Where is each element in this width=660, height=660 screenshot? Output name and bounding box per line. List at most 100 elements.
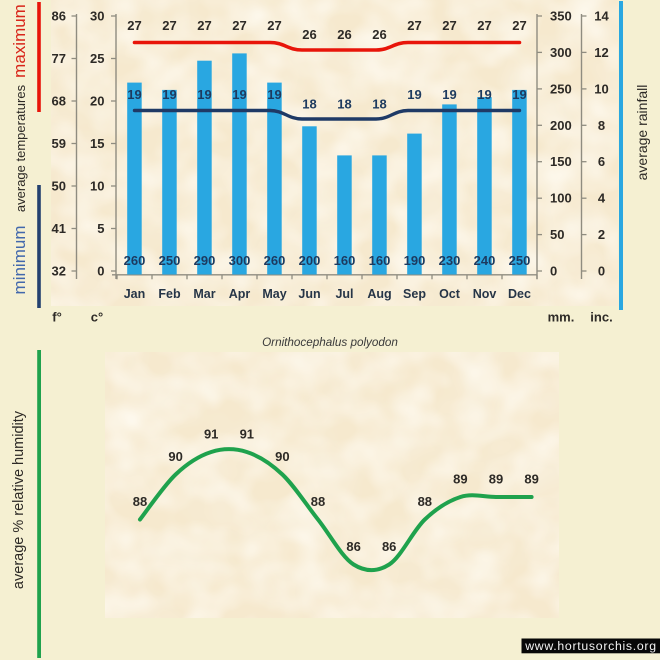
svg-text:4: 4 [598,191,606,206]
svg-text:15: 15 [90,136,104,151]
svg-text:mm.: mm. [548,310,575,325]
svg-text:average rainfall: average rainfall [634,85,650,181]
svg-text:19: 19 [127,87,141,102]
svg-text:19: 19 [232,87,246,102]
svg-text:Apr: Apr [229,287,251,301]
svg-text:www.hortusorchis.org: www.hortusorchis.org [524,639,657,653]
svg-text:26: 26 [302,27,316,42]
svg-text:91: 91 [204,427,218,442]
svg-text:150: 150 [550,154,572,169]
svg-text:0: 0 [97,264,104,279]
svg-text:18: 18 [302,97,316,112]
svg-text:19: 19 [267,87,281,102]
svg-text:19: 19 [162,87,176,102]
svg-text:88: 88 [311,494,325,509]
svg-text:260: 260 [264,253,286,268]
svg-text:0: 0 [550,264,557,279]
svg-text:89: 89 [453,472,467,487]
svg-text:68: 68 [52,94,66,109]
svg-text:89: 89 [489,472,503,487]
svg-text:18: 18 [372,97,386,112]
svg-text:250: 250 [550,81,572,96]
svg-text:5: 5 [97,221,104,236]
svg-text:minimum: minimum [10,226,29,295]
svg-text:6: 6 [598,154,605,169]
svg-text:20: 20 [90,94,104,109]
svg-text:10: 10 [90,179,104,194]
svg-text:91: 91 [240,427,254,442]
svg-text:Jul: Jul [335,287,353,301]
svg-text:Jan: Jan [124,287,146,301]
svg-text:160: 160 [334,253,356,268]
svg-text:12: 12 [594,45,608,60]
svg-text:average % relative humidity: average % relative humidity [11,410,27,589]
svg-text:190: 190 [404,253,426,268]
svg-text:Oct: Oct [439,287,461,301]
svg-text:250: 250 [509,253,531,268]
svg-text:Feb: Feb [158,287,181,301]
svg-text:300: 300 [550,45,572,60]
svg-text:Nov: Nov [473,287,497,301]
svg-text:Dec: Dec [508,287,531,301]
svg-text:200: 200 [550,118,572,133]
svg-text:27: 27 [477,18,491,33]
svg-text:Jun: Jun [298,287,320,301]
svg-text:inc.: inc. [590,310,612,325]
svg-text:27: 27 [197,18,211,33]
svg-text:maximum: maximum [10,4,29,78]
svg-text:14: 14 [594,9,609,24]
svg-text:2: 2 [598,227,605,242]
svg-text:Aug: Aug [367,287,391,301]
svg-text:8: 8 [598,118,605,133]
svg-text:19: 19 [477,87,491,102]
svg-text:27: 27 [512,18,526,33]
svg-text:300: 300 [229,253,251,268]
svg-text:230: 230 [439,253,461,268]
svg-text:25: 25 [90,51,104,66]
svg-text:Sep: Sep [403,287,426,301]
svg-text:c°: c° [91,310,103,325]
svg-text:32: 32 [52,264,66,279]
svg-text:27: 27 [442,18,456,33]
svg-text:10: 10 [594,81,608,96]
svg-text:200: 200 [299,253,321,268]
svg-text:50: 50 [52,179,66,194]
svg-text:90: 90 [168,449,182,464]
svg-text:27: 27 [232,18,246,33]
svg-text:250: 250 [159,253,181,268]
svg-text:100: 100 [550,191,572,206]
svg-text:240: 240 [474,253,496,268]
svg-text:27: 27 [162,18,176,33]
svg-text:27: 27 [127,18,141,33]
svg-text:50: 50 [550,227,564,242]
svg-text:59: 59 [52,136,66,151]
svg-text:average temperatures: average temperatures [13,84,28,212]
svg-text:88: 88 [418,494,432,509]
svg-text:May: May [262,287,286,301]
svg-text:350: 350 [550,9,572,24]
svg-text:86: 86 [346,539,360,554]
svg-text:0: 0 [598,264,605,279]
svg-text:90: 90 [275,449,289,464]
svg-text:88: 88 [133,494,147,509]
svg-text:27: 27 [267,18,281,33]
svg-text:77: 77 [52,51,66,66]
svg-text:89: 89 [524,472,538,487]
svg-text:19: 19 [407,87,421,102]
svg-text:30: 30 [90,9,104,24]
svg-text:41: 41 [52,221,66,236]
svg-text:19: 19 [197,87,211,102]
svg-text:19: 19 [442,87,456,102]
svg-text:86: 86 [382,539,396,554]
svg-text:18: 18 [337,97,351,112]
svg-text:26: 26 [372,27,386,42]
svg-text:290: 290 [194,253,216,268]
svg-text:Ornithocephalus polyodon: Ornithocephalus polyodon [262,336,398,349]
svg-text:19: 19 [512,87,526,102]
svg-text:27: 27 [407,18,421,33]
svg-text:86: 86 [52,9,66,24]
svg-text:260: 260 [124,253,146,268]
svg-text:26: 26 [337,27,351,42]
svg-text:160: 160 [369,253,391,268]
svg-text:Mar: Mar [193,287,215,301]
